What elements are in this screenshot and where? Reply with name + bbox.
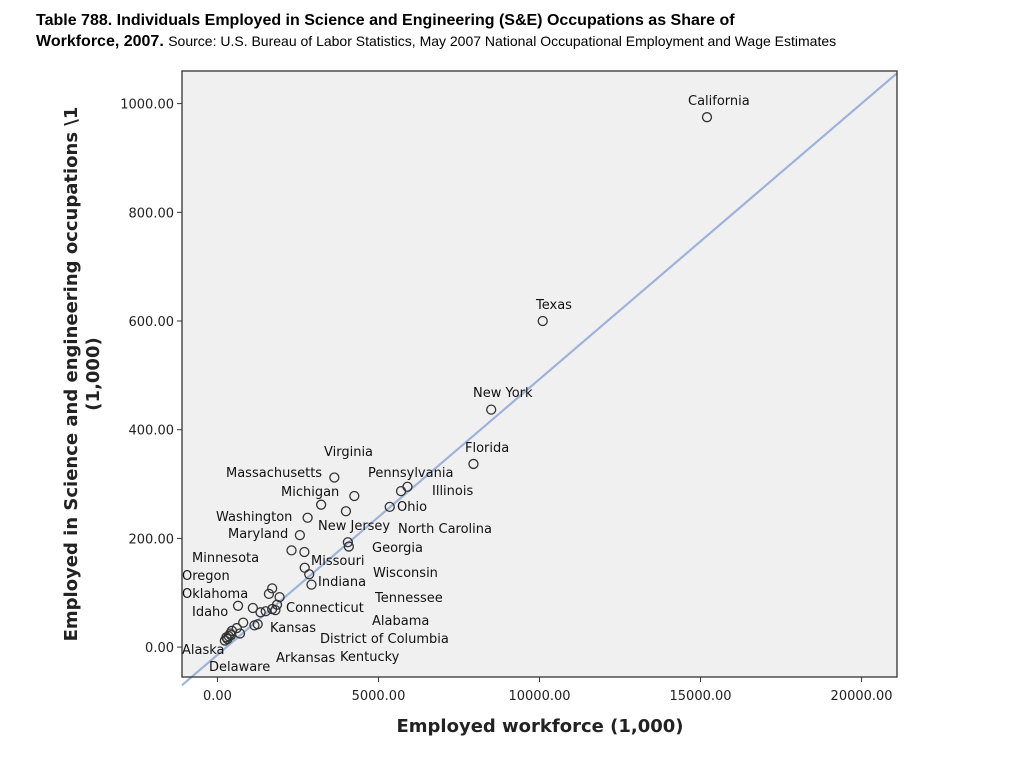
data-point (247, 602, 259, 614)
point-label: California (688, 94, 750, 109)
data-point (486, 404, 497, 415)
data-point (342, 537, 354, 548)
data-point (231, 622, 242, 634)
data-point (701, 112, 713, 123)
data-point (260, 606, 271, 617)
point-label: Kentucky (340, 650, 400, 665)
fit-line (181, 72, 898, 686)
title-line1: Table 788. Individuals Employed in Scien… (36, 12, 735, 29)
plot-area (182, 71, 897, 677)
data-point (225, 628, 236, 639)
point-label: Texas (535, 298, 572, 313)
point-label: Arkansas (276, 651, 335, 666)
data-point (302, 512, 313, 523)
data-point (315, 499, 327, 510)
x-tick-label: 0.00 (203, 689, 232, 704)
point-label: Florida (465, 441, 509, 456)
data-point (223, 631, 234, 642)
point-label: Michigan (281, 485, 339, 500)
data-point (306, 579, 317, 590)
x-tick-label: 10000.00 (508, 689, 570, 704)
point-label: Missouri (311, 554, 365, 569)
y-tick-label: 400.00 (129, 424, 175, 439)
point-label: Alaska (182, 643, 225, 658)
point-label: New Jersey (318, 519, 390, 534)
data-point (267, 583, 278, 594)
point-label: Minnesota (192, 551, 259, 566)
data-point (234, 628, 246, 639)
data-point (299, 546, 310, 558)
data-point (304, 569, 315, 580)
y-tick-label: 0.00 (145, 641, 174, 656)
data-point (263, 588, 275, 599)
point-label: Alabama (372, 614, 429, 629)
y-tick-label: 800.00 (129, 206, 175, 221)
point-label: Kansas (270, 621, 316, 636)
point-label: District of Columbia (320, 632, 449, 647)
point-label: Idaho (192, 605, 228, 620)
data-point (274, 591, 285, 603)
point-label: Oregon (182, 569, 230, 584)
point-label: Washington (216, 510, 292, 525)
data-point (384, 501, 395, 513)
x-tick-label: 15000.00 (670, 689, 732, 704)
data-point (270, 604, 281, 616)
y-axis-title-line2: (1,000) (83, 337, 104, 410)
x-tick-label: 20000.00 (831, 689, 893, 704)
point-label: Illinois (432, 484, 473, 499)
data-point (468, 458, 479, 470)
point-label: Georgia (372, 541, 423, 556)
data-point (395, 485, 407, 497)
data-point (329, 472, 340, 483)
y-tick-label: 600.00 (129, 315, 175, 330)
point-label: Wisconsin (373, 566, 438, 581)
point-label: North Carolina (398, 522, 492, 537)
x-axis-title: Employed workforce (1,000) (396, 716, 683, 737)
point-label: Massachusetts (226, 466, 322, 481)
data-point (349, 490, 360, 502)
point-label: Tennessee (374, 591, 443, 606)
y-tick-label: 1000.00 (120, 98, 174, 113)
point-label: Maryland (228, 527, 288, 542)
point-label: New York (473, 386, 533, 401)
point-label: Ohio (397, 500, 427, 515)
data-point (340, 506, 352, 517)
title-line2: Workforce, 2007. (36, 33, 164, 50)
point-label: Pennsylvania (368, 466, 453, 481)
data-point (255, 607, 266, 618)
point-label: Connecticut (286, 601, 364, 616)
data-point (232, 600, 244, 611)
data-point (537, 315, 548, 327)
data-point (286, 545, 297, 556)
x-tick-label: 5000.00 (352, 689, 406, 704)
data-point (343, 541, 354, 552)
y-axis-title-line1: Employed in Science and engineering occu… (61, 107, 82, 642)
data-point (249, 620, 260, 631)
point-label: Indiana (318, 575, 366, 590)
chart-title: Table 788. Individuals Employed in Scien… (36, 10, 996, 52)
title-source: Source: U.S. Bureau of Labor Statistics,… (168, 33, 837, 49)
data-point (238, 617, 249, 628)
data-point (271, 599, 283, 610)
point-label: Virginia (324, 445, 373, 460)
point-label: Oklahoma (182, 587, 248, 602)
plot-frame (181, 70, 898, 678)
point-label: Delaware (209, 660, 270, 675)
y-tick-label: 200.00 (129, 532, 175, 547)
data-point (294, 529, 306, 541)
